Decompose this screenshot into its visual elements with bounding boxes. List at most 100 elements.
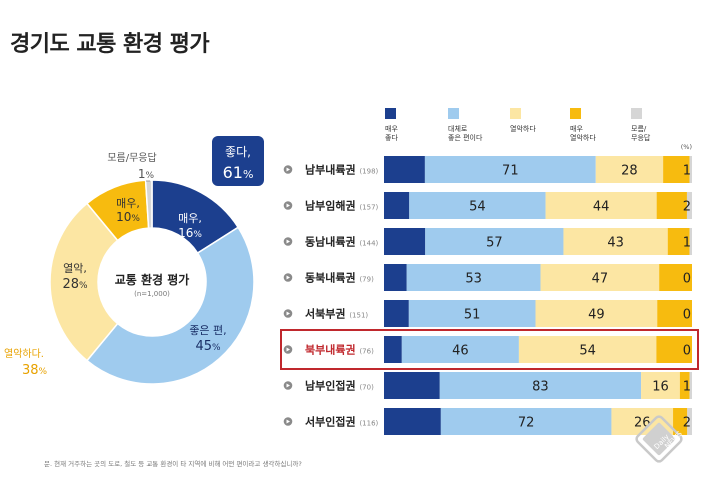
region-label: 서북부권 (151) [305,307,368,321]
bar-value-dk: 0 [683,308,691,323]
page-title: 경기도 교통 환경 평가 [10,32,210,57]
bar-segment-dk [689,156,692,183]
bar-value-bad: 43 [607,236,624,251]
row-bullet-arrow [286,203,290,208]
bar-segment-very_good [384,192,410,219]
bar-value-bad: 16 [652,380,669,395]
donut-center-sample: (n=1,000) [134,290,170,298]
bar-segment-very_bad [656,336,692,363]
legend-label-good: 좋은 편이다 [448,133,483,142]
row-bullet-arrow [286,419,290,424]
bar-segment-good [406,264,541,291]
daily-news-logo: Daily NEWS [635,415,684,463]
legend-label-dk: 무응답 [631,133,651,142]
callout-good-label: 좋다, [225,145,251,159]
bar-value-good: 71 [502,164,519,179]
callout-bad-label: 열악하다. [4,347,44,360]
bar-value-good: 53 [465,272,482,287]
bar-segment-very_bad [656,192,687,219]
bar-segment-dk [687,408,692,435]
legend-swatch-very_bad [570,108,581,119]
bar-segment-good [424,156,596,183]
region-label: 북부내륙권 (76) [305,343,374,357]
bar-segment-very_good [384,408,441,435]
legend-swatch-good [448,108,459,119]
bar-value-bad: 44 [593,200,610,215]
bar-segment-bad [641,372,680,399]
region-label: 남부임해권 (157) [305,199,379,213]
bar-segment-good [409,192,546,219]
row-bullet-arrow [286,275,290,280]
slice-value-dk: 1% [138,167,155,181]
bar-segment-bad [535,300,658,327]
region-label: 남부내륙권 (198) [305,163,379,177]
bar-segment-very_good [384,228,426,255]
unit-label: (%) [681,143,692,151]
bar-value-good: 46 [452,344,469,359]
bar-segment-good [440,408,612,435]
bar-segment-bad [563,228,668,255]
bar-value-dk: 0 [683,272,691,287]
bar-segment-very_bad [657,300,692,327]
pie-slice-dk [144,179,153,229]
bar-value-bad: 28 [621,164,638,179]
legend-swatch-dk [631,108,642,119]
legend-label-very_bad: 매우 [570,125,583,133]
bar-value-dk: 1 [683,236,691,251]
bar-segment-good [439,372,642,399]
legend-label-dk: 모름/ [631,125,647,133]
slice-value-bad: 28% [62,277,88,292]
callout-good-box [212,136,264,186]
bar-segment-very_bad [679,372,690,399]
bar-value-dk: 0 [683,344,691,359]
callout-good-value: 61% [223,163,254,182]
bar-value-bad: 54 [579,344,596,359]
slice-label-very-good: 매우, [178,212,202,225]
slice-label-good: 좋은 편, [189,324,226,337]
bar-segment-dk [686,192,692,219]
bar-value-bad: 47 [592,272,609,287]
region-label: 동남내륙권 (144) [305,235,379,249]
legend-label-good: 대체로 [448,125,468,133]
bar-segment-very_good [384,300,409,327]
legend-label-very_good: 좋다 [385,133,398,142]
pie-slice-bad [49,202,119,362]
bar-value-dk: 1 [683,380,691,395]
slice-value-very-bad: 10% [116,210,140,224]
region-label: 서부인접권 (116) [305,415,379,429]
pie-slice-good [85,226,255,385]
slice-value-good: 45% [195,339,221,354]
bar-segment-good [408,300,536,327]
bar-segment-bad [595,156,664,183]
donut-center-title: 교통 환경 평가 [115,272,190,287]
row-bullet-arrow [286,167,290,172]
bar-segment-dk [689,228,692,255]
bar-value-bad: 49 [588,308,605,323]
bar-value-dk: 1 [683,164,691,179]
region-label: 남부인접권 (70) [305,379,374,393]
bar-value-good: 54 [469,200,486,215]
region-label: 동북내륙권 (79) [305,271,374,285]
bar-segment-bad [545,192,657,219]
legend-label-very_bad: 열악하다 [570,133,596,142]
slice-value-very-good: 16% [178,226,202,240]
bar-segment-good [425,228,564,255]
slice-label-dk: 모름/무응답 [107,152,156,164]
bar-segment-very_good [384,372,440,399]
bar-value-good: 57 [486,236,503,251]
row-bullet-arrow [286,311,290,316]
row-bullet-arrow [286,383,290,388]
highlight-box [280,329,699,370]
survey-question-note: 문. 현재 거주하는 곳의 도로, 철도 등 교통 환경이 타 지역에 비해 어… [44,460,302,468]
bar-segment-bad [540,264,660,291]
legend-swatch-bad [510,108,521,119]
callout-bad-value: 38% [22,363,48,378]
slice-label-very-bad: 매우, [116,197,140,210]
legend-label-bad: 열악하다 [510,124,536,133]
bar-segment-very_good [384,156,425,183]
row-bullet-arrow [286,239,290,244]
bar-segment-very_good [384,264,407,291]
bar-value-good: 72 [518,416,535,431]
bar-segment-dk [689,372,692,399]
